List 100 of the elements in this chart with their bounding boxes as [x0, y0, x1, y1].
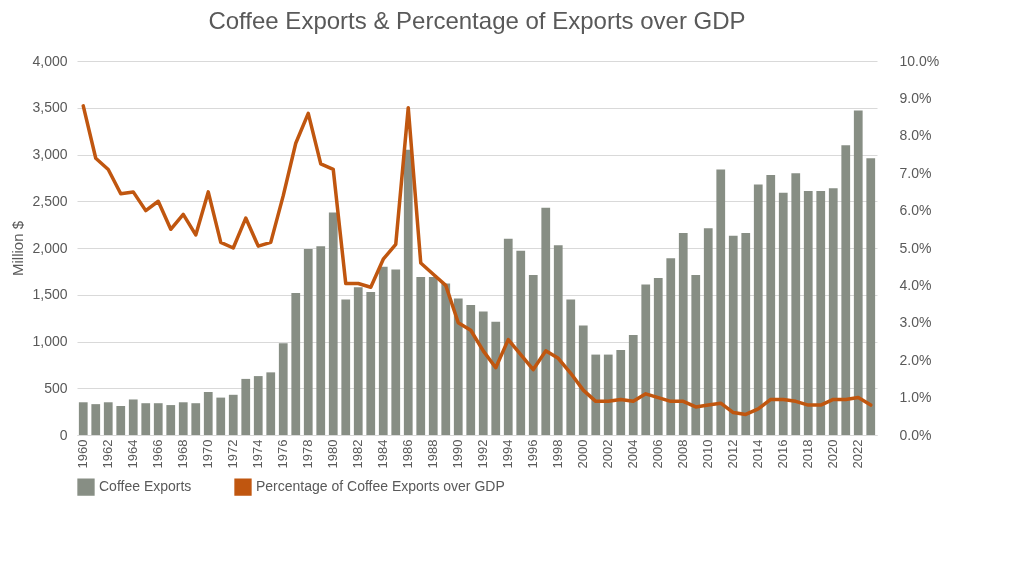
bar [266, 372, 276, 435]
x-tick-label: 1968 [175, 439, 191, 469]
bar [391, 269, 401, 435]
x-tick-label: 1988 [425, 439, 441, 469]
chart-title: Coffee Exports & Percentage of Exports over GDP [208, 7, 746, 34]
x-tick-label: 2012 [725, 439, 741, 469]
bar [816, 190, 826, 435]
bar [516, 250, 526, 435]
x-tick-label: 1980 [325, 439, 341, 469]
bar [428, 276, 438, 435]
bar [691, 275, 701, 435]
bar [316, 246, 326, 435]
y-tick-label: 2,000 [32, 239, 68, 256]
x-tick-label: 2006 [650, 439, 666, 469]
bar [853, 110, 863, 435]
bar [378, 266, 388, 435]
x-tick-label: 1976 [275, 439, 291, 469]
x-tick-label: 2010 [700, 439, 716, 469]
y2-tick-label: 6.0% [899, 202, 932, 219]
x-tick-label: 2008 [675, 439, 691, 469]
bar [116, 406, 126, 435]
bar [178, 402, 188, 435]
y-tick-label: 4,000 [32, 52, 68, 69]
x-tick-label: 1982 [350, 439, 366, 469]
bar [866, 158, 876, 435]
bar [628, 334, 638, 435]
x-tick-label: 1972 [225, 439, 241, 469]
bar [591, 354, 601, 435]
x-tick-label: 1960 [75, 439, 91, 469]
bar [416, 276, 426, 435]
bar [141, 403, 151, 435]
bar [353, 287, 363, 435]
bar [328, 212, 338, 435]
y-tick-label: 1,000 [32, 333, 68, 349]
y-tick-label: 3,500 [32, 99, 68, 116]
x-tick-label: 2018 [800, 439, 816, 469]
x-tick-label: 2004 [625, 439, 641, 469]
x-tick-label: 2000 [575, 439, 591, 469]
y-tick-label: 3,000 [32, 146, 68, 162]
bar [216, 397, 226, 435]
x-tick-label: 2016 [775, 439, 791, 469]
x-tick-label: 2022 [850, 439, 866, 469]
y2-tick-label: 3.0% [899, 314, 932, 331]
bar [753, 184, 763, 435]
bar [503, 238, 513, 435]
x-tick-label: 1970 [200, 439, 216, 469]
x-tick-label: 1994 [500, 439, 516, 469]
bar [778, 192, 788, 435]
x-tick-label: 1974 [250, 439, 266, 469]
bar [278, 343, 288, 435]
x-tick-label: 1966 [150, 439, 166, 469]
bar [191, 403, 201, 435]
bar [566, 299, 576, 435]
bar [203, 391, 213, 435]
bar [541, 207, 551, 435]
bar [728, 235, 738, 435]
bar [303, 248, 313, 435]
bar [553, 245, 563, 435]
y2-tick-label: 7.0% [899, 164, 932, 181]
bar [578, 325, 588, 435]
bar [366, 291, 376, 435]
bar [341, 299, 351, 435]
bar [716, 169, 726, 435]
bar [491, 321, 501, 435]
bar [78, 402, 88, 435]
bar [128, 399, 138, 435]
y-tick-label: 1,500 [32, 286, 68, 303]
bar [803, 190, 813, 435]
x-tick-label: 2020 [825, 439, 841, 469]
bar [528, 275, 538, 435]
y2-tick-label: 1.0% [899, 389, 932, 406]
bar [741, 233, 751, 435]
y2-tick-label: 0.0% [899, 426, 932, 443]
bar [91, 404, 101, 435]
bar [678, 233, 688, 435]
y2-tick-label: 5.0% [899, 239, 932, 256]
bar [603, 354, 613, 435]
x-tick-label: 1990 [450, 439, 466, 469]
bar [403, 149, 413, 435]
bar [103, 402, 113, 435]
line-series [81, 104, 873, 417]
bar [241, 378, 251, 435]
x-tick-label: 2002 [600, 439, 616, 469]
x-tick-label: 1962 [100, 439, 116, 469]
bar [453, 298, 463, 435]
x-tick-label: 1996 [525, 439, 541, 469]
bar [666, 258, 676, 435]
bar [828, 188, 838, 435]
bar [766, 175, 776, 435]
x-tick-label: 1992 [475, 439, 491, 469]
y2-tick-label: 9.0% [899, 89, 932, 106]
x-tick-label: 1964 [125, 439, 141, 469]
bar [841, 145, 851, 435]
bar [641, 284, 651, 435]
y2-tick-label: 10.0% [899, 52, 940, 69]
bar [228, 394, 238, 435]
y2-tick-label: 2.0% [899, 351, 932, 368]
legend-label: Coffee Exports [99, 478, 192, 495]
y-axis-title: Million $ [9, 220, 27, 277]
y-tick-label: 2,500 [32, 192, 68, 209]
